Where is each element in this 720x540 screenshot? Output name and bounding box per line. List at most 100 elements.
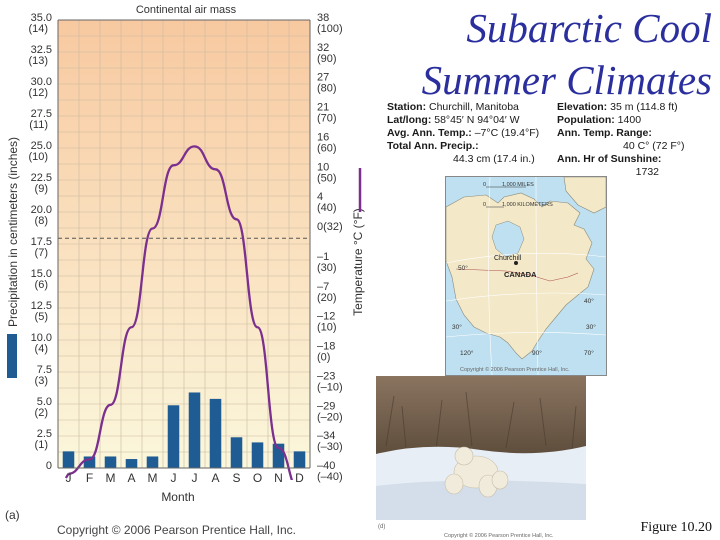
temperature-line	[68, 145, 294, 480]
right-tick-f: (60)	[317, 142, 337, 154]
map-lat-30-left: 30°	[452, 323, 462, 331]
map-lat-30-right: 30°	[586, 323, 596, 331]
precip-bar	[146, 456, 159, 468]
range-row: Ann. Temp. Range:	[557, 127, 652, 139]
left-tick-in: (3)	[35, 375, 48, 387]
churchill-dot	[514, 261, 518, 265]
photo-twigs	[385, 391, 577, 451]
x-tick-month: J	[192, 471, 198, 485]
photo-credit: Copyright © 2006 Pearson Prentice Hall, …	[444, 533, 554, 539]
map-lon-120: 120°	[460, 349, 474, 357]
y-axis-label-left: Precipitation in centimeters (inches)	[6, 137, 20, 327]
x-tick-month: A	[211, 471, 219, 485]
left-tick-cm: 5.0	[37, 396, 52, 408]
map-country-label: CANADA	[504, 270, 537, 279]
figure-label: Figure 10.20	[640, 520, 712, 535]
polar-bears	[444, 446, 509, 498]
right-tick-c: 0(32)	[317, 221, 343, 233]
left-tick-cm: 32.5	[31, 44, 52, 56]
station-row: Station: Churchill, Manitoba	[387, 101, 519, 113]
right-tick-f: (40)	[317, 202, 337, 214]
latlong-row: Lat/long: 58°45′ N 94°04′ W	[387, 114, 520, 126]
right-tick-c: 16	[317, 131, 329, 143]
right-tick-c: –1	[317, 251, 329, 263]
right-tick-c: 21	[317, 102, 329, 114]
right-tick-c: –7	[317, 281, 329, 293]
left-tick-cm: 17.5	[31, 236, 52, 248]
right-tick-c: 38	[317, 12, 329, 24]
photo-snow-shadow	[376, 480, 586, 520]
canada-us-border	[455, 268, 579, 282]
map-lat-40: 40°	[584, 297, 594, 305]
left-tick-in: (4)	[35, 343, 48, 355]
x-tick-month: A	[127, 471, 135, 485]
precip-bar	[209, 398, 222, 468]
location-map: 0 1,000 MILES 0 1,000 KILOMETERS Churchi…	[445, 176, 607, 376]
greenland	[563, 177, 606, 214]
precip-row: Total Ann. Precip.:	[387, 140, 479, 152]
precip-bar	[83, 456, 96, 468]
panel-label-a: (a)	[5, 508, 20, 522]
map-credit: Copyright © 2006 Pearson Prentice Hall, …	[460, 367, 570, 373]
precip-bar	[293, 451, 306, 468]
precip-bar	[62, 451, 75, 468]
left-tick-in: (11)	[29, 119, 48, 131]
hudson-bay	[491, 220, 525, 258]
precip-bar	[125, 459, 138, 468]
elevation-row: Elevation: 35 m (114.8 ft)	[557, 101, 678, 113]
chart-copyright: Copyright © 2006 Pearson Prentice Hall, …	[57, 523, 296, 537]
right-tick-c: 4	[317, 191, 323, 203]
right-tick-f: (80)	[317, 83, 337, 95]
left-tick-cm: 12.5	[31, 300, 52, 312]
map-scale-zero-b: 0	[483, 202, 486, 208]
photo-brush	[376, 376, 586, 456]
range-value: 40 C° (72 F°)	[623, 140, 685, 152]
north-america-map: 0 1,000 MILES 0 1,000 KILOMETERS Churchi…	[446, 177, 606, 375]
left-tick-in: (13)	[28, 55, 48, 67]
right-tick-f: (–40)	[317, 471, 343, 483]
left-tick-in: (14)	[28, 23, 48, 35]
left-tick-in: (6)	[35, 279, 48, 291]
x-tick-month: F	[86, 471, 93, 485]
right-tick-f: (70)	[317, 113, 337, 125]
sunshine-value: 1732	[635, 166, 659, 178]
precipitation-bars	[62, 392, 306, 468]
chart-title: Continental air mass	[136, 4, 237, 16]
map-scale-zero-a: 0	[483, 182, 486, 188]
precip-bar	[188, 392, 201, 468]
left-tick-cm: 22.5	[31, 172, 52, 184]
right-tick-c: –23	[317, 370, 335, 382]
right-tick-c: 32	[317, 42, 329, 54]
sunshine-row: Ann. Hr of Sunshine:	[557, 153, 662, 165]
left-tick-in: (9)	[35, 183, 48, 195]
right-tick-f: (10)	[317, 322, 337, 334]
right-tick-f: (50)	[317, 172, 337, 184]
right-tick-f: (90)	[317, 53, 337, 65]
right-axis-ticks: 38(100) 32(90) 27(80) 21(70) 16(60) 10(50) 4(4…	[317, 12, 343, 483]
precip-bar	[230, 437, 243, 468]
right-tick-f: (100)	[317, 23, 343, 35]
left-tick-in: (5)	[35, 311, 48, 323]
polar-bears-photo: (d)	[376, 376, 586, 520]
right-tick-c: –34	[317, 430, 335, 442]
x-axis-label: Month	[161, 490, 194, 504]
right-tick-f: (–30)	[317, 441, 343, 453]
left-tick-cm: 35.0	[31, 12, 52, 24]
precip-legend-swatch	[7, 334, 17, 378]
graticule	[446, 177, 606, 375]
left-tick-cm: 10.0	[31, 332, 52, 344]
right-tick-f: (0)	[317, 352, 330, 364]
photo-illustration	[376, 376, 586, 520]
x-tick-month: S	[232, 471, 240, 485]
climograph-chart: 35.0(14)32.5(13)30.0(12)27.5(11)25.0(10)…	[5, 4, 365, 537]
precip-value: 44.3 cm (17.4 in.)	[453, 153, 535, 165]
left-tick-cm: 15.0	[31, 268, 52, 280]
map-lat-50: 50°	[458, 264, 468, 272]
right-tick-f: (–20)	[317, 411, 343, 423]
right-tick-c: –18	[317, 341, 335, 353]
left-tick-cm: 2.5	[37, 428, 52, 440]
left-tick-in: (8)	[35, 215, 48, 227]
station-stats-left: Station: Churchill, Manitoba Lat/long: 5…	[387, 101, 557, 166]
left-tick-in: (1)	[35, 439, 48, 451]
